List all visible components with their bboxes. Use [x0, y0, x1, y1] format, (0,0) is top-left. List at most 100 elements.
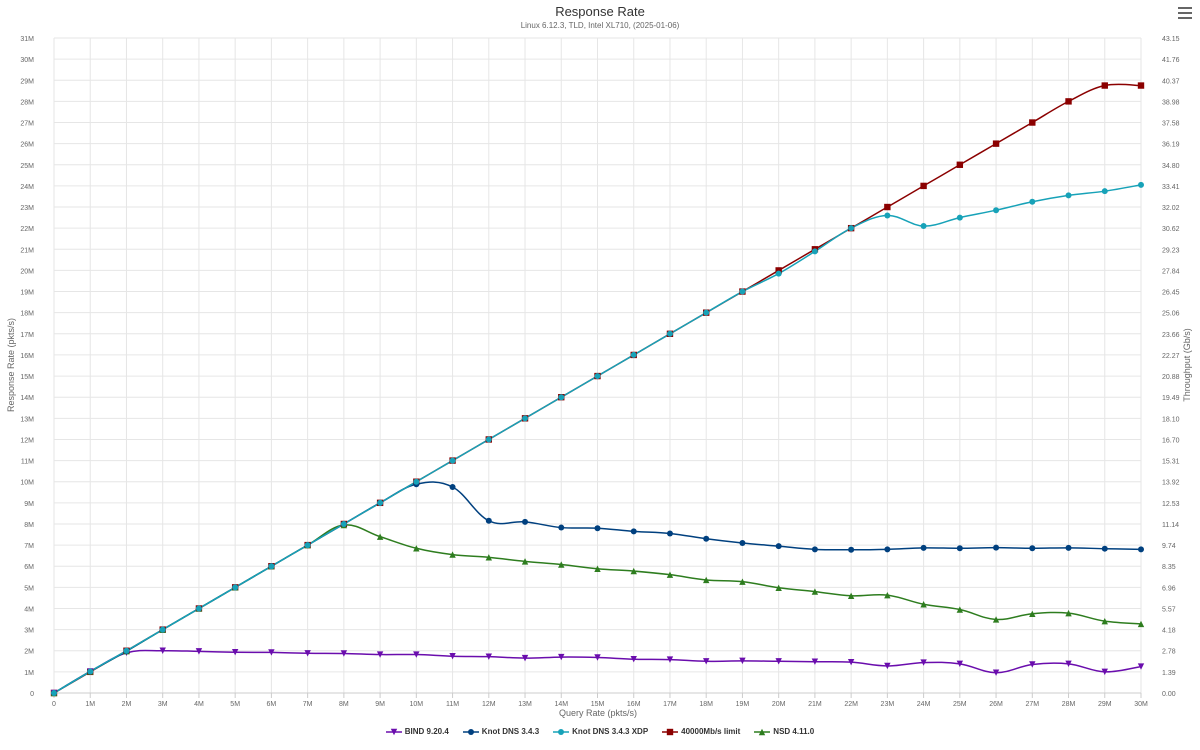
data-point[interactable]: [920, 659, 927, 666]
data-point[interactable]: [703, 309, 710, 316]
data-point[interactable]: [630, 528, 637, 535]
data-point[interactable]: [1029, 610, 1036, 617]
data-point[interactable]: [594, 565, 601, 572]
data-point[interactable]: [1101, 617, 1108, 625]
data-point[interactable]: [956, 214, 963, 221]
data-point[interactable]: [1137, 663, 1145, 670]
data-point[interactable]: [1065, 98, 1072, 105]
data-point[interactable]: [1101, 188, 1108, 195]
data-point[interactable]: [1137, 620, 1145, 628]
data-point[interactable]: [739, 539, 746, 546]
legend-marker[interactable]: [467, 728, 474, 735]
data-point[interactable]: [413, 651, 420, 658]
data-point[interactable]: [449, 653, 456, 660]
data-point[interactable]: [521, 558, 529, 565]
data-point[interactable]: [920, 544, 927, 551]
legend-marker[interactable]: [558, 728, 565, 735]
legend-marker[interactable]: [759, 728, 766, 735]
data-point[interactable]: [1029, 661, 1036, 668]
data-point[interactable]: [485, 436, 492, 443]
data-point[interactable]: [920, 223, 927, 230]
data-point[interactable]: [268, 649, 275, 656]
data-point[interactable]: [377, 499, 384, 506]
data-point[interactable]: [1065, 544, 1072, 551]
data-point[interactable]: [1101, 82, 1108, 89]
data-point[interactable]: [594, 654, 601, 661]
data-point[interactable]: [485, 554, 492, 561]
data-point[interactable]: [594, 525, 601, 532]
data-point[interactable]: [558, 653, 565, 661]
data-point[interactable]: [159, 647, 166, 654]
data-point[interactable]: [992, 669, 1000, 676]
data-point[interactable]: [993, 544, 1000, 551]
data-point[interactable]: [340, 650, 348, 657]
data-point[interactable]: [811, 588, 819, 595]
data-point[interactable]: [195, 648, 203, 655]
data-point[interactable]: [811, 546, 818, 553]
data-point[interactable]: [159, 626, 166, 633]
data-point[interactable]: [956, 660, 964, 668]
data-point[interactable]: [703, 535, 710, 542]
data-point[interactable]: [847, 658, 855, 666]
data-point[interactable]: [304, 542, 311, 549]
data-point[interactable]: [884, 203, 891, 211]
data-point[interactable]: [449, 483, 456, 490]
data-point[interactable]: [51, 690, 57, 696]
data-point[interactable]: [884, 662, 891, 670]
data-point[interactable]: [884, 591, 891, 599]
data-point[interactable]: [666, 656, 674, 663]
data-point[interactable]: [848, 546, 855, 553]
data-point[interactable]: [775, 543, 782, 550]
data-point[interactable]: [630, 351, 637, 358]
data-point[interactable]: [1065, 609, 1072, 617]
data-point[interactable]: [920, 601, 927, 608]
data-point[interactable]: [666, 330, 673, 337]
data-point[interactable]: [340, 520, 347, 527]
data-point[interactable]: [666, 530, 673, 537]
data-point[interactable]: [87, 668, 94, 675]
data-point[interactable]: [231, 649, 239, 656]
data-point[interactable]: [1029, 119, 1036, 126]
data-point[interactable]: [775, 658, 782, 665]
data-point[interactable]: [992, 616, 1000, 623]
data-point[interactable]: [630, 567, 637, 575]
data-point[interactable]: [1029, 198, 1036, 205]
data-point[interactable]: [956, 545, 963, 552]
data-point[interactable]: [1029, 545, 1036, 552]
data-point[interactable]: [521, 654, 529, 662]
data-point[interactable]: [993, 207, 1000, 214]
data-point[interactable]: [449, 551, 456, 558]
data-point[interactable]: [558, 394, 565, 401]
legend-item[interactable]: NSD 4.11.0: [754, 727, 814, 736]
data-point[interactable]: [1065, 192, 1072, 199]
legend-marker[interactable]: [666, 728, 674, 735]
data-point[interactable]: [630, 655, 637, 663]
data-point[interactable]: [775, 267, 782, 274]
data-point[interactable]: [956, 161, 964, 168]
legend-item[interactable]: 40000Mb/s limit: [662, 727, 740, 736]
data-point[interactable]: [811, 248, 818, 255]
data-point[interactable]: [775, 584, 782, 591]
data-point[interactable]: [1137, 82, 1145, 89]
data-point[interactable]: [1138, 546, 1144, 553]
data-point[interactable]: [485, 653, 492, 660]
legend-item[interactable]: Knot DNS 3.4.3 XDP: [553, 727, 648, 736]
legend-item[interactable]: BIND 9.20.4: [385, 727, 449, 736]
data-point[interactable]: [413, 545, 420, 552]
data-point[interactable]: [739, 578, 746, 585]
data-point[interactable]: [739, 657, 746, 665]
data-point[interactable]: [884, 212, 891, 219]
data-point[interactable]: [268, 563, 275, 570]
data-point[interactable]: [522, 518, 529, 525]
data-point[interactable]: [1138, 181, 1144, 188]
data-point[interactable]: [594, 373, 601, 380]
hamburger-menu-icon[interactable]: [1178, 7, 1192, 19]
data-point[interactable]: [956, 606, 964, 613]
data-point[interactable]: [558, 561, 565, 568]
data-point[interactable]: [522, 415, 529, 422]
data-point[interactable]: [703, 658, 710, 665]
data-point[interactable]: [195, 605, 202, 612]
data-point[interactable]: [376, 533, 384, 540]
data-point[interactable]: [1065, 660, 1072, 668]
data-point[interactable]: [232, 584, 239, 591]
